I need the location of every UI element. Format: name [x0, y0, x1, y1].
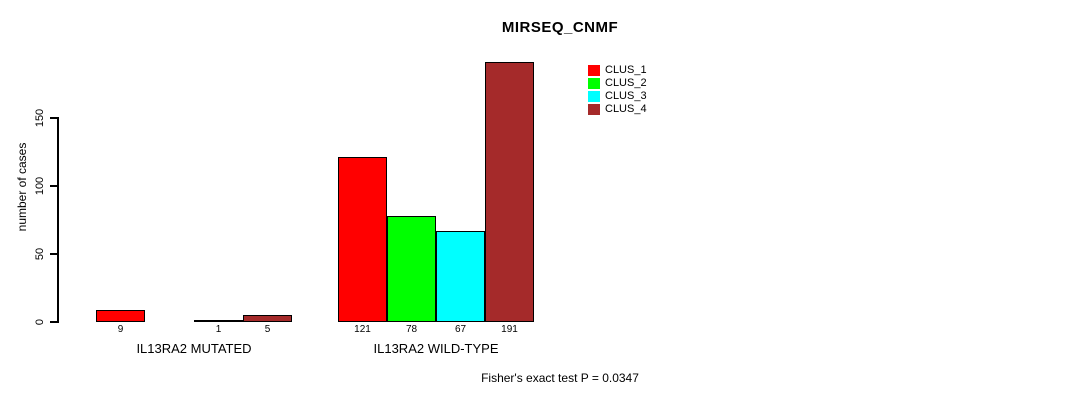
y-axis-tick — [50, 117, 58, 119]
bar-value-label: 1 — [215, 324, 222, 335]
bar — [194, 320, 243, 322]
bar-value-label: 191 — [501, 324, 518, 335]
legend-color-swatch — [588, 65, 600, 76]
legend: CLUS_1 CLUS_2 CLUS_3 CLUS_4 — [588, 64, 647, 116]
chart-title: MIRSEQ_CNMF — [501, 19, 619, 36]
bar-value-label: 67 — [454, 324, 467, 335]
bar — [387, 216, 436, 322]
y-tick-label: 0 — [34, 318, 46, 326]
category-label: IL13RA2 WILD-TYPE — [373, 341, 499, 356]
legend-color-swatch — [588, 91, 600, 102]
bar — [243, 315, 292, 322]
bar-value-label: 78 — [405, 324, 418, 335]
y-tick-label: 100 — [34, 176, 46, 196]
legend-item: CLUS_3 — [588, 90, 647, 103]
stat-annotation: Fisher's exact test P = 0.0347 — [481, 371, 639, 385]
legend-label: CLUS_2 — [605, 77, 647, 89]
bar — [96, 310, 145, 322]
y-axis-tick — [50, 185, 58, 187]
y-axis-label: number of cases — [15, 142, 29, 232]
legend-item: CLUS_4 — [588, 103, 647, 116]
y-axis-line — [57, 117, 59, 323]
bar-value-label: 121 — [354, 324, 371, 335]
legend-color-swatch — [588, 78, 600, 89]
y-axis-tick — [50, 321, 58, 323]
bar-value-label: 9 — [117, 324, 124, 335]
legend-label: CLUS_3 — [605, 90, 647, 102]
bar — [485, 62, 534, 322]
y-tick-label: 50 — [34, 247, 46, 261]
bar — [338, 157, 387, 322]
legend-color-swatch — [588, 104, 600, 115]
bar — [436, 231, 485, 322]
legend-label: CLUS_1 — [605, 64, 647, 76]
legend-item: CLUS_2 — [588, 77, 647, 90]
y-tick-label: 150 — [34, 108, 46, 128]
legend-item: CLUS_1 — [588, 64, 647, 77]
y-axis-tick — [50, 253, 58, 255]
legend-label: CLUS_4 — [605, 103, 647, 115]
bar-value-label: 5 — [264, 324, 271, 335]
category-label: IL13RA2 MUTATED — [136, 341, 252, 356]
